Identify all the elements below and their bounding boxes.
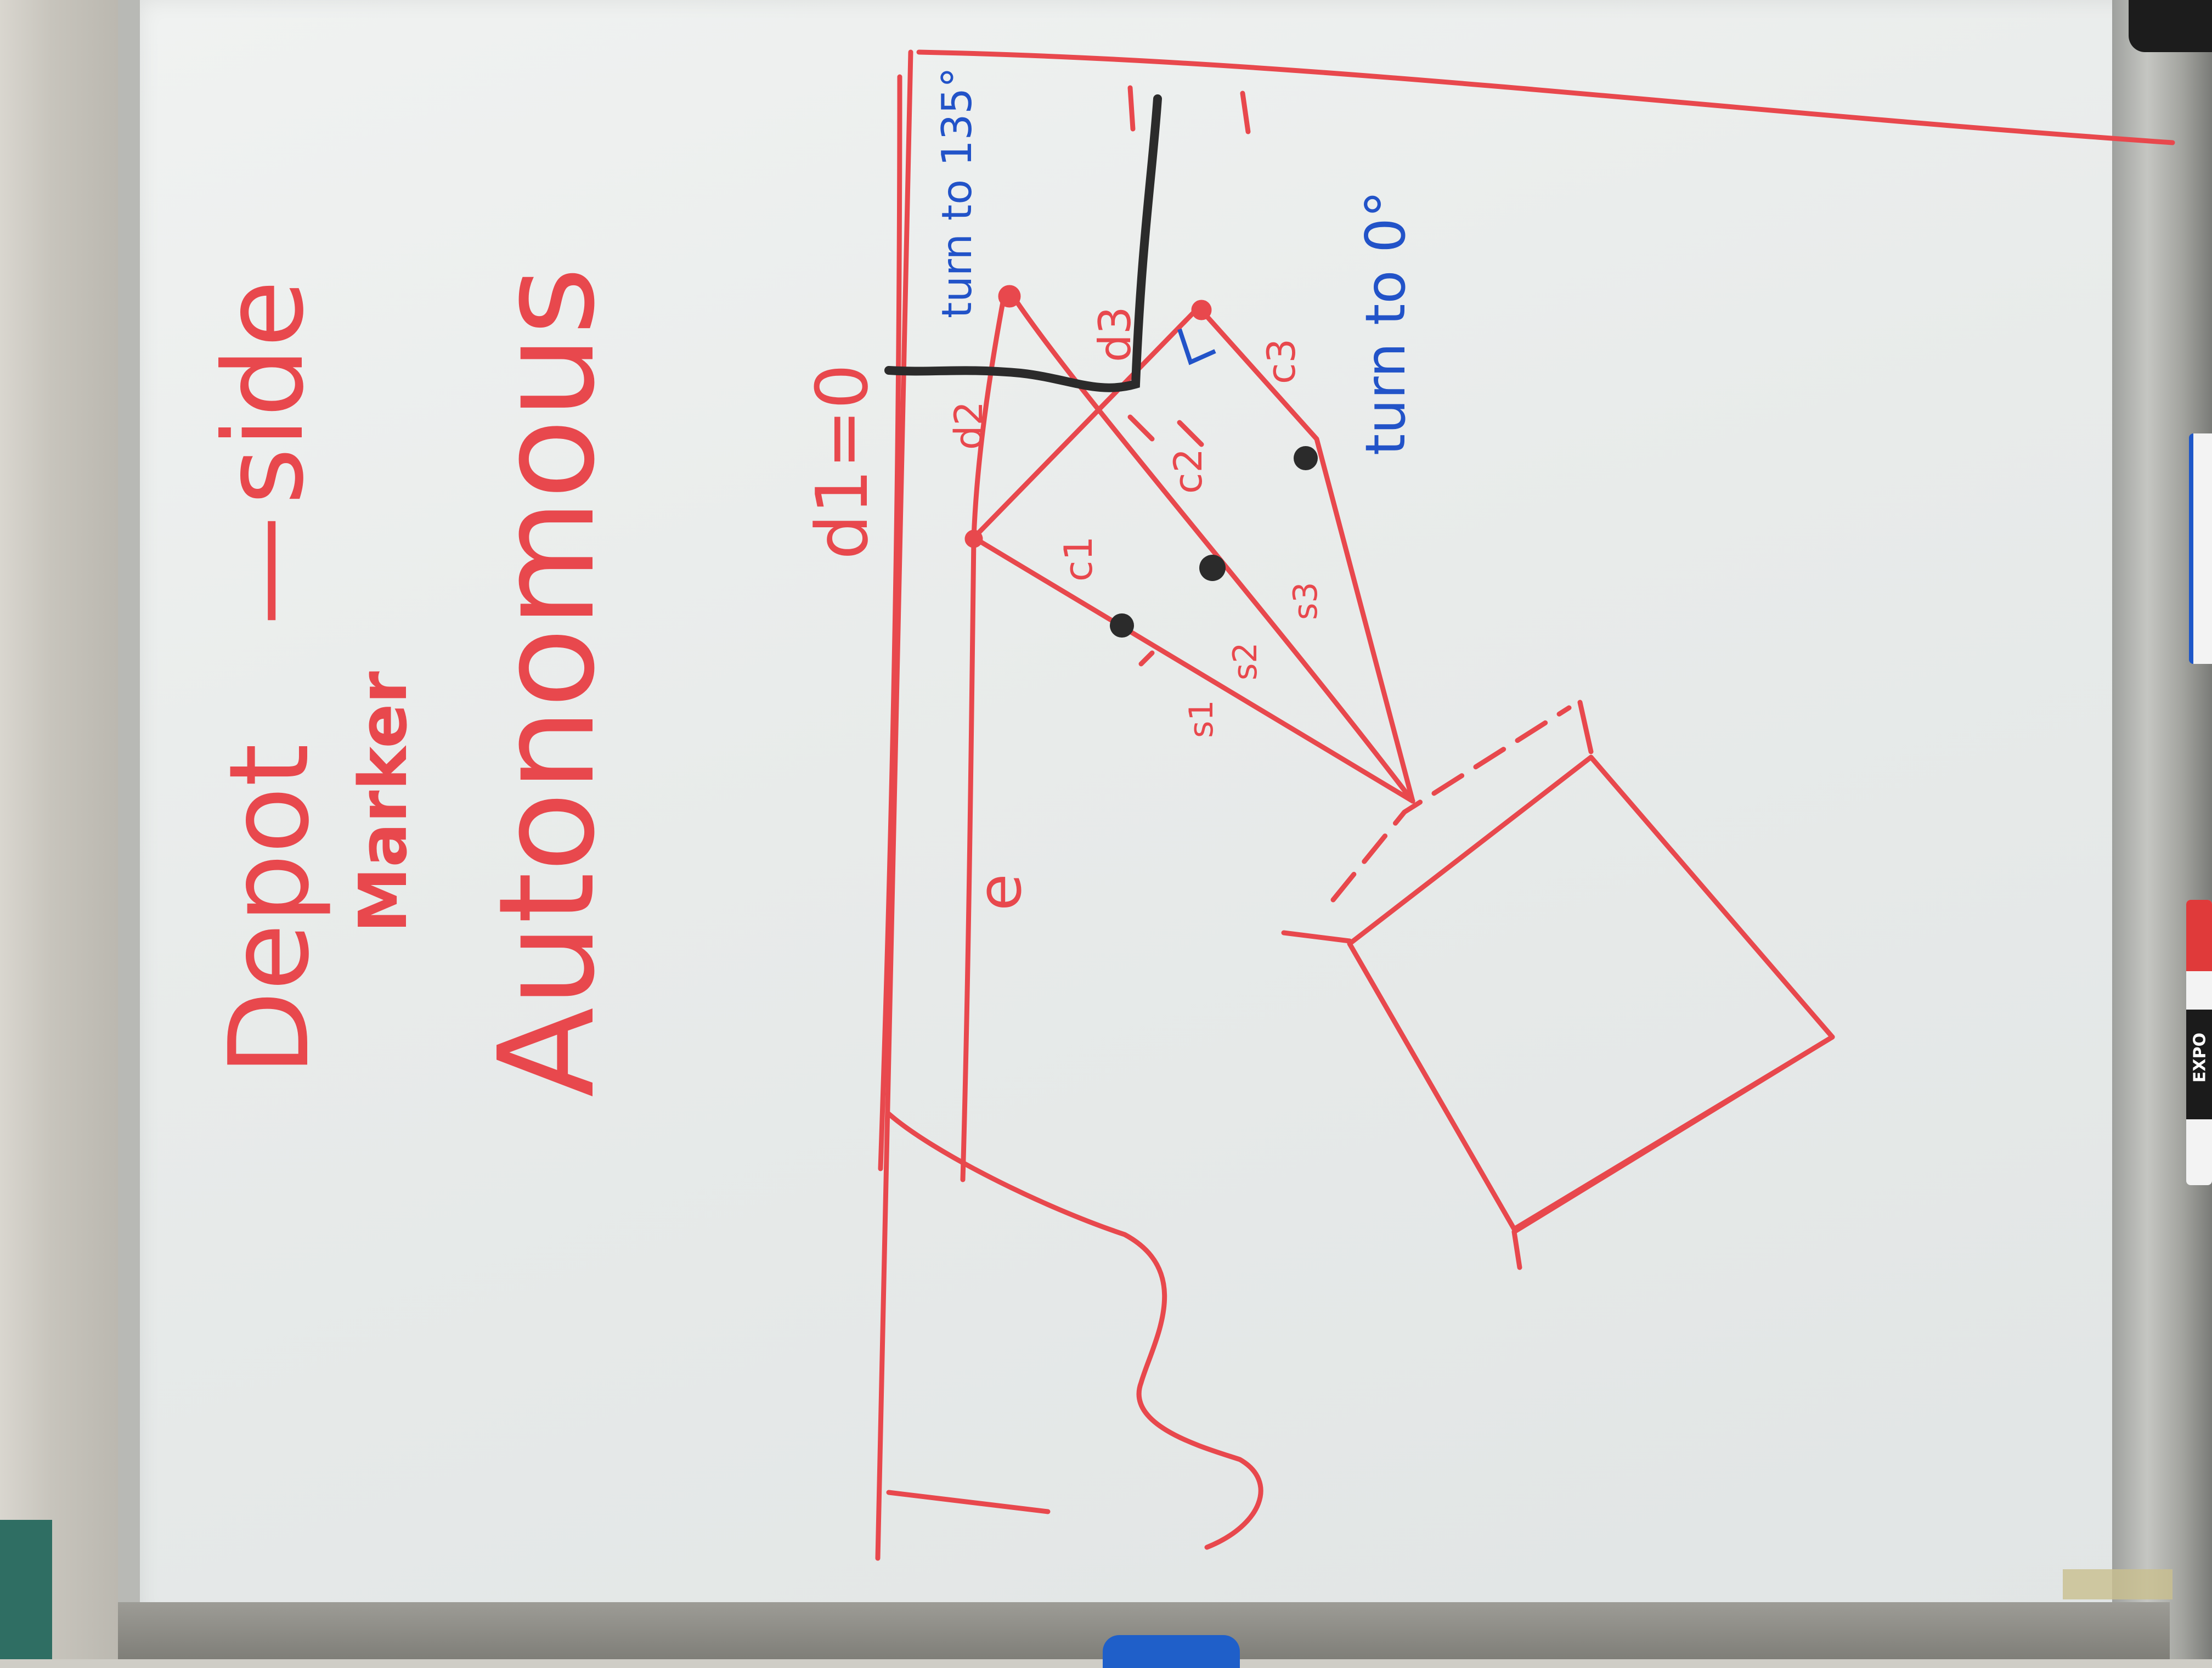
label-e: e [964, 874, 1035, 911]
path-b [971, 305, 1201, 540]
path-d [1196, 305, 1415, 804]
label-d2: d2 [946, 401, 991, 450]
crater-curve [886, 1111, 1263, 1550]
label-c2: c2 [1166, 448, 1211, 494]
path-a [971, 535, 1415, 804]
title-side: side [200, 280, 328, 505]
subtitle-marker: Marker [346, 671, 422, 933]
tape-strip [2063, 1569, 2172, 1599]
label-s1: s1 [1182, 700, 1221, 738]
red-dot-1 [998, 285, 1021, 308]
wall-left [0, 0, 129, 1659]
depot-square-extension [1281, 700, 1835, 1270]
tick-2 [1240, 91, 1251, 134]
base-line [886, 1490, 1051, 1514]
mineral-3 [1294, 446, 1318, 470]
label-c1: c1 [1056, 536, 1101, 582]
mineral-2 [1199, 555, 1226, 581]
tick-1 [1127, 85, 1136, 132]
label-d1: d1=0 [800, 364, 884, 560]
field-left-edge [875, 49, 913, 1561]
expo-marker-body [2186, 1010, 2212, 1119]
marker-tray [2112, 0, 2212, 1659]
red-dot-3 [1191, 300, 1212, 320]
path-c [1007, 288, 1415, 804]
blue-marker[interactable] [2189, 433, 2212, 664]
red-dot-2 [964, 529, 983, 548]
green-object [0, 1520, 52, 1659]
label-d3: d3 [1090, 306, 1141, 362]
red-marker[interactable]: EXPO [2186, 900, 2212, 1185]
label-s3: s3 [1286, 582, 1325, 620]
path-e [971, 294, 1007, 540]
right-angle-mark [1177, 328, 1216, 365]
title-dash: — [200, 516, 328, 626]
depot-dashed-edge [1330, 705, 1572, 903]
title-depot: Depot [206, 743, 334, 1075]
label-c3: c3 [1259, 339, 1304, 384]
depot-square [1347, 754, 1835, 1232]
field-top-edge [916, 49, 2175, 145]
label-turn-0: turn to 0° [1353, 190, 1418, 455]
lane-line [960, 535, 977, 1182]
field-inner-edge [878, 74, 902, 1171]
corner-shadow [2129, 0, 2212, 52]
red-marker-cap [2186, 900, 2212, 971]
robot-path [884, 94, 1162, 392]
label-s2: s2 [1226, 643, 1265, 680]
mineral-1 [1110, 613, 1134, 638]
hatch-1 [1127, 414, 1204, 447]
hatch-2 [1138, 650, 1155, 667]
label-turn-135: turn to 135° [933, 67, 981, 318]
heading-autonomous: Autonomous [470, 267, 624, 1097]
